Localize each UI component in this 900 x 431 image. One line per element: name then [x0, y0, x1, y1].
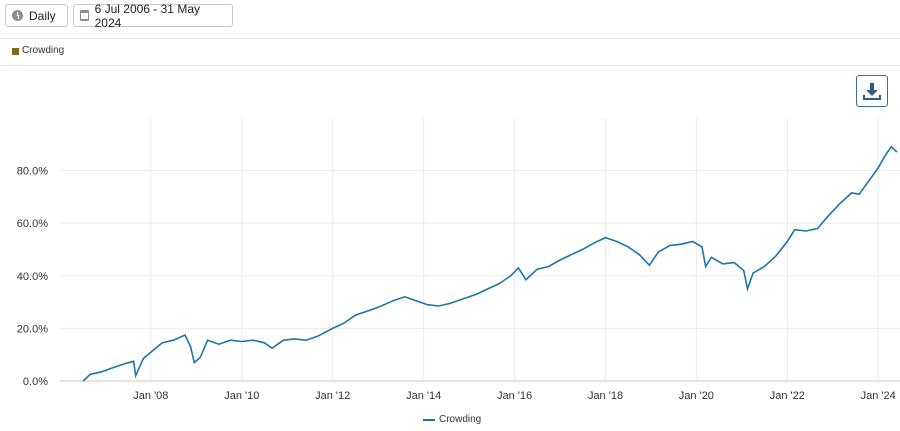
y-tick-label: 0.0%	[23, 376, 48, 388]
frequency-label: Daily	[29, 8, 56, 23]
x-tick-label: Jan '12	[315, 390, 350, 402]
legend-series-label: Crowding	[439, 414, 482, 425]
x-tick-label: Jan '22	[770, 390, 805, 402]
y-tick-label: 80.0%	[17, 166, 48, 178]
x-tick-label: Jan '10	[224, 390, 259, 402]
y-tick-label: 20.0%	[17, 323, 48, 335]
x-tick-label: Jan '08	[133, 390, 168, 402]
toolbar: Daily 6 Jul 2006 - 31 May 2024	[0, 0, 900, 39]
x-tick-label: Jan '24	[861, 390, 896, 402]
legend-label: Crowding	[22, 45, 65, 56]
download-icon	[863, 83, 881, 100]
frequency-button[interactable]: Daily	[5, 4, 68, 27]
download-button[interactable]	[856, 75, 888, 107]
series-legend-bar: Crowding	[0, 39, 900, 66]
x-tick-label: Jan '18	[588, 390, 623, 402]
y-tick-label: 60.0%	[17, 218, 48, 230]
calendar-icon	[80, 10, 89, 21]
legend-swatch	[12, 48, 19, 55]
clock-icon	[12, 10, 23, 21]
legend-line	[423, 418, 435, 421]
x-tick-label: Jan '20	[679, 390, 714, 402]
x-tick-label: Jan '16	[497, 390, 532, 402]
date-range-button[interactable]: 6 Jul 2006 - 31 May 2024	[73, 1, 233, 30]
chart-legend[interactable]: Crowding	[423, 414, 481, 425]
series-line-crowding	[82, 145, 898, 382]
x-tick-label: Jan '14	[406, 390, 441, 402]
date-range-label: 6 Jul 2006 - 31 May 2024	[94, 1, 200, 30]
y-tick-label: 40.0%	[17, 271, 48, 283]
